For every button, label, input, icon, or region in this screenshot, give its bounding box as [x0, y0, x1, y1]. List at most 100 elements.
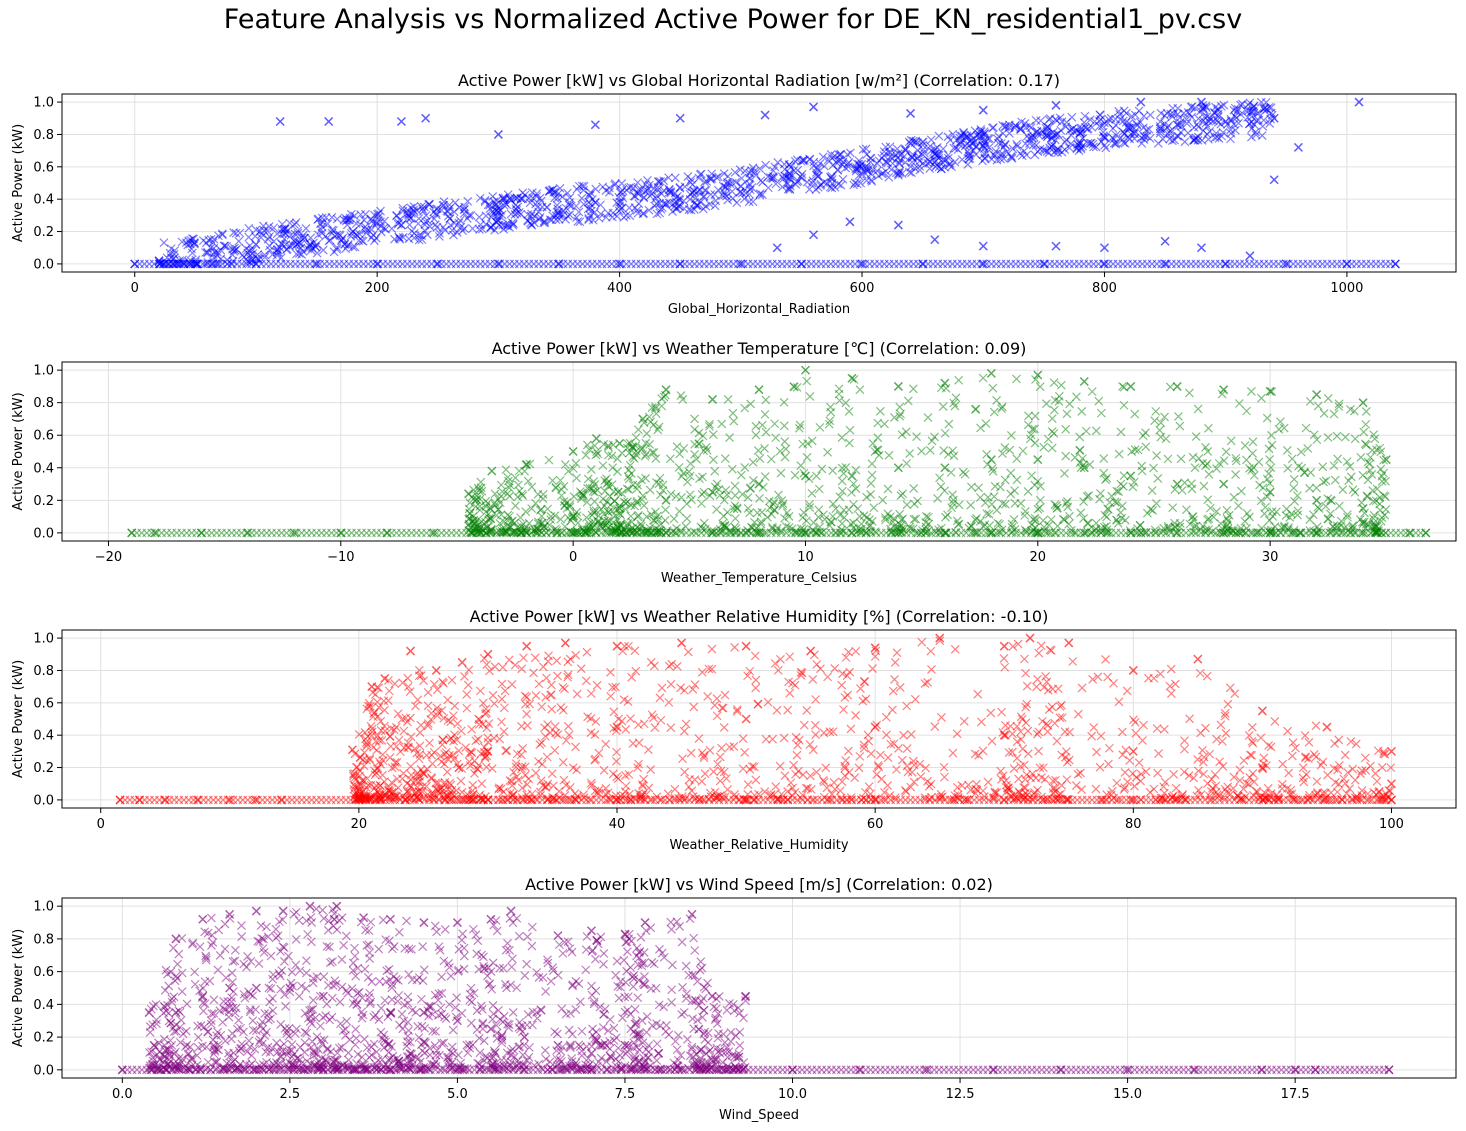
y-tick-label: 0.6: [33, 429, 54, 444]
data-point: [743, 780, 753, 789]
data-point: [1061, 424, 1071, 434]
data-point: [677, 638, 687, 648]
data-point: [1027, 471, 1037, 481]
data-point: [898, 489, 908, 499]
data-point: [504, 655, 514, 665]
data-point: [756, 176, 766, 186]
data-point: [1256, 393, 1266, 403]
data-point: [428, 759, 437, 769]
data-point: [917, 637, 927, 647]
data-point: [675, 113, 685, 123]
data-point: [715, 490, 725, 500]
data-point: [1350, 434, 1360, 444]
data-point: [1363, 492, 1372, 502]
data-point: [329, 226, 338, 235]
data-point: [1154, 749, 1163, 758]
data-point: [1111, 130, 1121, 140]
x-axis-label: Weather_Temperature_Celsius: [661, 571, 857, 586]
data-point: [521, 699, 530, 709]
data-point: [1264, 469, 1274, 479]
data-point: [982, 449, 992, 459]
data-point: [477, 779, 487, 789]
data-point: [1101, 655, 1111, 664]
subplot-title: Active Power [kW] vs Weather Temperature…: [492, 339, 1027, 358]
data-point: [440, 759, 449, 769]
data-point: [805, 392, 815, 401]
data-point: [892, 648, 902, 658]
data-point: [384, 686, 394, 696]
data-point: [1085, 139, 1095, 148]
data-point: [1177, 485, 1187, 495]
data-point: [719, 511, 729, 521]
data-point: [522, 641, 532, 651]
data-point: [845, 438, 854, 448]
data-point: [392, 211, 402, 220]
data-point: [1033, 147, 1043, 157]
data-point: [837, 680, 847, 690]
data-point: [1191, 432, 1201, 441]
data-point: [869, 503, 879, 513]
data-point: [758, 482, 768, 492]
data-point: [1104, 743, 1114, 753]
data-point: [347, 745, 357, 755]
data-point: [447, 675, 457, 685]
data-point: [1010, 486, 1020, 496]
data-point: [915, 759, 925, 769]
data-point: [657, 394, 667, 404]
data-point: [469, 769, 479, 778]
data-point: [474, 212, 484, 222]
data-point: [698, 472, 707, 482]
data-point: [1185, 714, 1195, 724]
data-point: [823, 447, 833, 457]
data-point: [1318, 757, 1328, 767]
data-point: [908, 384, 918, 394]
data-point: [1147, 486, 1157, 495]
data-point: [572, 689, 582, 699]
data-point: [952, 729, 962, 739]
data-point: [563, 513, 573, 523]
data-point: [1361, 419, 1371, 429]
data-point: [1023, 749, 1033, 759]
data-point: [490, 489, 500, 499]
data-point: [1230, 689, 1240, 699]
data-point: [1215, 757, 1225, 767]
data-point: [725, 742, 735, 752]
data-point: [544, 455, 554, 465]
data-point: [710, 466, 720, 476]
data-point: [647, 710, 657, 720]
x-tick-label: 20: [1030, 550, 1047, 565]
data-point: [1231, 470, 1241, 479]
data-point: [1051, 241, 1061, 251]
data-point: [1047, 443, 1057, 453]
data-point: [1094, 396, 1104, 406]
data-point: [1319, 409, 1329, 418]
data-point: [1340, 750, 1350, 760]
data-point: [950, 644, 960, 654]
data-point: [802, 705, 812, 715]
data-point: [332, 214, 342, 224]
data-point: [1226, 436, 1236, 446]
data-point: [723, 171, 733, 181]
x-axis-label: Global_Horizontal_Radiation: [668, 302, 850, 317]
data-point: [558, 757, 568, 767]
data-point: [1034, 648, 1044, 658]
data-point: [1326, 788, 1336, 798]
data-point: [571, 650, 581, 660]
data-point: [867, 470, 877, 480]
data-point: [753, 446, 763, 456]
data-point: [1061, 747, 1071, 756]
data-point: [511, 501, 520, 511]
data-point: [1360, 753, 1370, 763]
data-point: [1018, 446, 1028, 456]
y-tick-label: 1.0: [33, 364, 54, 379]
data-point: [838, 174, 848, 184]
data-point: [867, 459, 877, 469]
data-point: [473, 734, 483, 744]
data-point: [866, 479, 876, 488]
data-point: [1057, 750, 1067, 760]
data-point: [873, 418, 883, 428]
data-point: [986, 708, 996, 718]
data-point: [534, 756, 543, 766]
data-point: [827, 179, 837, 188]
y-tick-label: 0.2: [33, 494, 54, 509]
